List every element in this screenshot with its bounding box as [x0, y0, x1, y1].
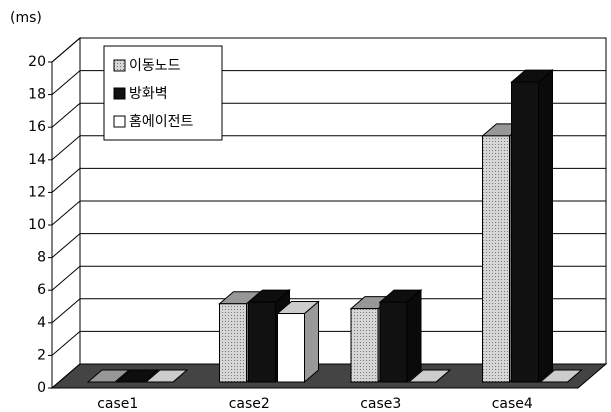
y-tick-label: 0 [37, 380, 46, 396]
bar-front [248, 301, 276, 383]
y-axis-label: (ms) [10, 10, 42, 26]
grid-line [51, 233, 81, 258]
bar-front [350, 308, 379, 383]
bar-top [539, 369, 583, 383]
grid-line [51, 37, 81, 63]
bar [407, 369, 452, 383]
y-tick-label: 2 [37, 347, 46, 363]
bar-side [538, 68, 553, 384]
bar-front [379, 301, 408, 383]
legend-label: 방화벽 [129, 86, 168, 102]
grid-line [51, 70, 81, 95]
y-tick-label: 8 [37, 250, 46, 266]
y-tick-label: 16 [28, 119, 46, 135]
grid-line [51, 168, 81, 193]
grid-line [51, 265, 81, 291]
grid-line [51, 102, 81, 128]
x-tick-label: case4 [492, 396, 533, 412]
bar [115, 369, 160, 383]
bar-top [144, 369, 189, 383]
bar [378, 289, 423, 384]
y-tick-label: 10 [28, 217, 46, 233]
legend-swatch [113, 115, 126, 128]
grid-line [51, 331, 81, 356]
legend-label: 이동노드 [129, 58, 181, 74]
legend-swatch [113, 59, 126, 72]
bar-top [86, 369, 131, 383]
grid-line [51, 298, 81, 324]
x-tick-label: case2 [229, 396, 270, 412]
x-tick-label: case3 [360, 396, 401, 412]
bar [144, 369, 189, 383]
bar-side [406, 289, 422, 384]
bar-top [407, 369, 452, 383]
y-tick-label: 14 [28, 152, 46, 168]
x-tick-label: case1 [97, 396, 138, 412]
y-tick-label: 12 [28, 184, 46, 200]
y-tick-label: 18 [28, 87, 46, 103]
bar-front [511, 81, 539, 383]
bar-top [115, 369, 160, 383]
grid-line [51, 135, 81, 161]
y-tick-label: 4 [37, 315, 46, 331]
legend-swatch [113, 87, 126, 100]
bar-front [219, 303, 247, 383]
bar [86, 369, 131, 383]
bar-side [304, 300, 319, 384]
floor [50, 363, 608, 389]
bar-front [277, 313, 305, 383]
bar [276, 300, 320, 384]
bar [510, 68, 554, 384]
grid-line [51, 200, 81, 226]
legend-label: 홈에이전트 [129, 114, 194, 130]
y-tick-label: 20 [28, 54, 46, 70]
bar-front [482, 135, 510, 383]
bar [539, 369, 583, 383]
y-tick-label: 6 [37, 282, 46, 298]
